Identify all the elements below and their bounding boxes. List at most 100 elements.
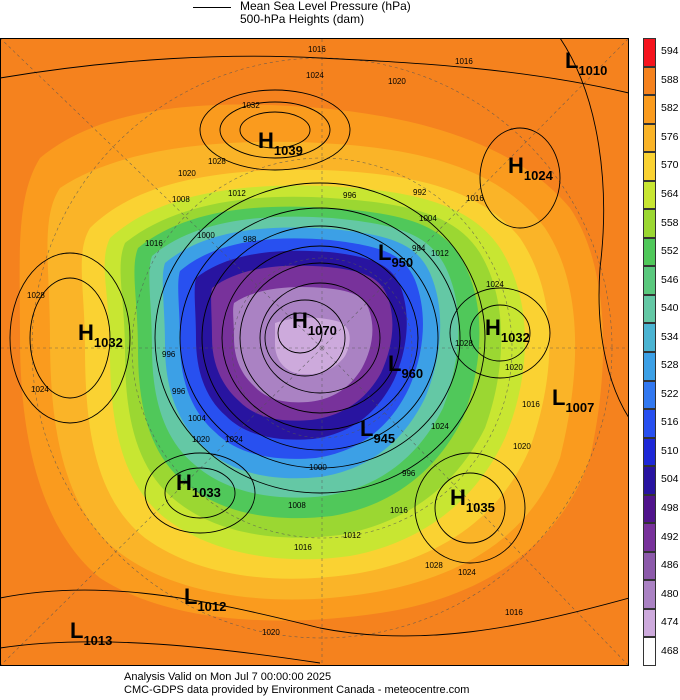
isobar-label: 1016 — [390, 506, 408, 515]
isobar-label: 1020 — [505, 363, 523, 372]
isobar-label: 1012 — [431, 249, 449, 258]
colorbar-swatch-498 — [643, 494, 656, 524]
isobar-label: 1008 — [288, 501, 306, 510]
pressure-system-low: L960 — [388, 351, 423, 381]
colorbar-label-468: 468 — [661, 644, 679, 657]
header-title-mslp: Mean Sea Level Pressure (hPa) — [240, 0, 411, 13]
isobar-label: 1020 — [192, 435, 210, 444]
colorbar-swatch-594 — [643, 38, 656, 67]
isobar-label: 1004 — [188, 414, 206, 423]
colorbar-swatch-510 — [643, 437, 656, 467]
isobar-label: 1012 — [343, 531, 361, 540]
colorbar-swatch-474 — [643, 608, 656, 638]
colorbar-swatch-558 — [643, 209, 656, 238]
colorbar-label-504: 504 — [661, 473, 679, 486]
isobar-label: 996 — [162, 350, 176, 359]
mslp-line-legend-swatch — [193, 7, 231, 8]
colorbar-swatch-492 — [643, 523, 656, 552]
isobar-label: 1024 — [31, 385, 49, 394]
pressure-systems: H1039 H1024 L1010 L950 H1070 H1032 H1032 L960 L1… — [70, 48, 607, 648]
isobar-label: 992 — [413, 188, 427, 197]
isobar-label: 1016 — [294, 543, 312, 552]
isobar-label: 1024 — [431, 422, 449, 431]
isobar-label: 1016 — [522, 400, 540, 409]
isobar-label: 1032 — [242, 101, 260, 110]
colorbar-label-588: 588 — [661, 73, 679, 86]
colorbar-label-510: 510 — [661, 444, 679, 457]
isobar-label: 1024 — [306, 71, 324, 80]
colorbar-label-546: 546 — [661, 273, 679, 286]
isobar-label: 984 — [412, 244, 426, 253]
isobar-label: 1020 — [262, 628, 280, 637]
colorbar-label-498: 498 — [661, 502, 679, 514]
colorbar-label-576: 576 — [661, 130, 679, 143]
pressure-system-low: L1012 — [184, 584, 226, 614]
isobar-label: 1016 — [505, 608, 523, 617]
pressure-system-low: L945 — [360, 416, 395, 446]
isobar-label: 1000 — [309, 463, 327, 472]
pressure-system-high: H1039 — [258, 128, 303, 158]
colorbar-label-570: 570 — [661, 159, 679, 172]
isobar-label: 1028 — [455, 339, 473, 348]
data-credit-text: CMC-GDPS data provided by Environment Ca… — [124, 684, 470, 696]
isobar-label: 1016 — [455, 57, 473, 66]
height-colorbar: 594 588 582 576 570 564 558 552 546 540 534 528 522 5… — [643, 38, 680, 666]
pressure-system-high: H1032 — [485, 315, 530, 345]
colorbar-label-594: 594 — [661, 45, 679, 58]
colorbar-label-564: 564 — [661, 188, 679, 200]
isobar-label: 1016 — [308, 45, 326, 54]
pressure-system-high: H1024 — [508, 153, 554, 183]
analysis-valid-text: Analysis Valid on Mon Jul 7 00:00:00 202… — [124, 671, 332, 683]
colorbar-swatch-552 — [643, 237, 656, 267]
weather-map[interactable]: 1016 1016 1024 1020 1032 1028 1020 1012 1008 996 9… — [0, 38, 629, 666]
pressure-system-low: L1013 — [70, 618, 112, 648]
colorbar-label-540: 540 — [661, 302, 679, 315]
colorbar-label-474: 474 — [661, 616, 679, 629]
isobar-label: 1012 — [228, 189, 246, 198]
colorbar-swatch-468 — [643, 637, 656, 666]
colorbar-label-486: 486 — [661, 559, 679, 572]
colorbar-label-492: 492 — [661, 530, 679, 543]
colorbar-swatch-528 — [643, 352, 656, 381]
colorbar-label-522: 522 — [661, 387, 679, 400]
colorbar-swatch-534 — [643, 323, 656, 352]
isobar-label: 1020 — [513, 442, 531, 451]
isobar-labels: 1016 1016 1024 1020 1032 1028 1020 1012 1008 996 9… — [27, 45, 540, 637]
pressure-system-high: H1070 — [292, 308, 337, 338]
graticule — [0, 38, 629, 666]
colorbar-swatch-546 — [643, 266, 656, 295]
isobar-label: 1000 — [197, 231, 215, 240]
isobar-label: 1020 — [388, 77, 406, 86]
pressure-system-low: L1010 — [565, 48, 607, 78]
isobars — [0, 38, 629, 664]
colorbar-swatch-480 — [643, 580, 656, 609]
colorbar-label-516: 516 — [661, 416, 679, 429]
pressure-system-high: H1035 — [450, 485, 495, 515]
colorbar-label-558: 558 — [661, 216, 679, 229]
colorbar-label-582: 582 — [661, 102, 679, 115]
colorbar-swatch-576 — [643, 123, 656, 153]
pressure-system-high: H1032 — [78, 320, 123, 350]
isobar-label: 1020 — [178, 169, 196, 178]
colorbar-swatch-582 — [643, 95, 656, 124]
isobar-label: 996 — [343, 191, 357, 200]
isobar-label: 996 — [172, 387, 186, 396]
colorbar-label-534: 534 — [661, 330, 679, 343]
isobar-label: 1016 — [145, 239, 163, 248]
isobar-label: 1024 — [486, 280, 504, 289]
pressure-system-high: H1033 — [176, 470, 221, 500]
colorbar-swatch-570 — [643, 152, 656, 181]
pressure-system-low: L1007 — [552, 385, 594, 415]
pressure-system-low: L950 — [378, 240, 413, 270]
colorbar-swatch-516 — [643, 409, 656, 438]
isobar-label: 1028 — [208, 157, 226, 166]
colorbar-swatch-504 — [643, 466, 656, 495]
colorbar-swatch-522 — [643, 380, 656, 410]
isobar-label: 1004 — [419, 214, 437, 223]
chart-footer: Analysis Valid on Mon Jul 7 00:00:00 202… — [0, 670, 680, 700]
colorbar-swatch-540 — [643, 294, 656, 324]
isobar-label: 1028 — [27, 291, 45, 300]
colorbar-swatch-564 — [643, 180, 656, 210]
isobar-label: 996 — [402, 469, 416, 478]
height-fill-468 — [275, 317, 350, 375]
